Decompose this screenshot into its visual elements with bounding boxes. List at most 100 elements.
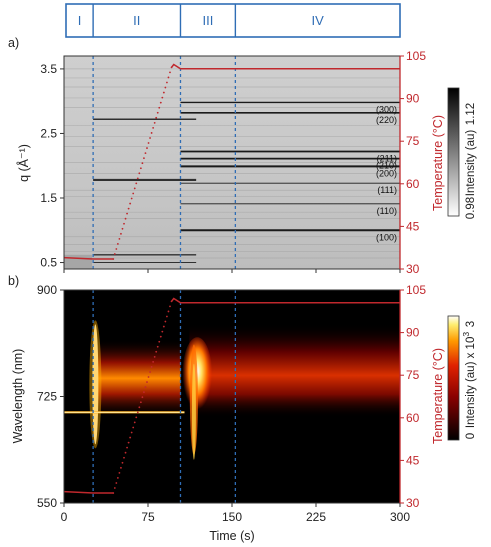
- temperature-dot: [166, 315, 168, 318]
- temperature-dot: [161, 330, 164, 333]
- panel-a-y2-ticks: 30 45 60 75 90 105: [400, 49, 426, 276]
- y-tick-label: 2.5: [40, 126, 57, 140]
- panel-a-peak-label: (220): [376, 115, 397, 125]
- temperature-dot: [118, 471, 121, 474]
- temperature-dot: [115, 248, 118, 250]
- temperature-dot: [130, 431, 133, 434]
- temperature-dot: [116, 477, 119, 479]
- panel-b-colorbar-label: Intensity (au) x 103: [461, 332, 477, 428]
- temperature-dot: [133, 187, 136, 190]
- panel-a-colorbar-label: Intensity (au): [465, 130, 477, 197]
- temperature-dot: [126, 446, 128, 449]
- temperature-dot: [143, 391, 145, 394]
- panel-b-x-label: Time (s): [209, 529, 254, 543]
- y2-tick-label: 60: [406, 177, 420, 191]
- temperature-dot: [127, 207, 130, 210]
- temperature-dot: [135, 182, 138, 185]
- temperature-dot: [164, 86, 167, 89]
- y2-tick-label: 75: [406, 134, 420, 148]
- temperature-dot: [144, 152, 147, 155]
- temperature-dot: [138, 406, 141, 409]
- panel-b-y-ticks: 550 725 900: [37, 283, 64, 510]
- temperature-dot: [155, 116, 158, 119]
- temperature-dot: [162, 325, 165, 328]
- panel-b-temperature-line: [64, 297, 400, 494]
- panel-b-streak-glow: [89, 320, 102, 449]
- temperature-dot: [149, 371, 151, 373]
- y2-tick-label: 30: [406, 262, 420, 276]
- temperature-dot: [167, 76, 170, 79]
- temperature-dot: [113, 253, 116, 255]
- temperature-dot: [161, 96, 164, 99]
- temperature-dot: [153, 355, 156, 358]
- panel-a-temperature-line: [64, 63, 400, 260]
- panel-b-y2-ticks: 30 45 60 75 90 105: [400, 283, 426, 510]
- temperature-dot: [147, 376, 150, 378]
- panel-a-peak-labels: (300)(220) (211)(210)(200) (111) (110) (100): [376, 104, 397, 242]
- temperature-dot: [141, 396, 144, 399]
- temperature-dot: [146, 381, 148, 383]
- x-tick-label: 225: [306, 510, 326, 524]
- temperature-dot: [133, 421, 136, 424]
- y2-tick-label: 30: [406, 496, 420, 510]
- y2-tick-label: 105: [406, 49, 426, 63]
- y-tick-label: 0.5: [40, 256, 57, 270]
- temperature-dot: [170, 66, 173, 69]
- y-tick-label: 1.5: [40, 191, 57, 205]
- temperature-dot: [120, 466, 122, 469]
- temperature-dot: [124, 451, 127, 454]
- panel-a-y-ticks: 0.5 1.5 2.5 3.5: [40, 62, 401, 273]
- panel-b-x-ticks: 0 75 150 225 300: [61, 503, 410, 524]
- temperature-dot: [158, 340, 161, 343]
- temperature-dot: [138, 172, 141, 175]
- temperature-dot: [132, 192, 135, 195]
- region-bar: I II III IV: [65, 3, 401, 38]
- region-label-ii: II: [133, 13, 140, 28]
- panel-b-colorbar-exponent: 3: [461, 332, 471, 337]
- panel-b-colorbar: 3 0 Intensity (au) x 103: [447, 315, 477, 441]
- panel-a-peak-label: (210): [376, 161, 397, 171]
- temperature-dot: [159, 101, 162, 104]
- temperature-dot: [152, 126, 155, 129]
- x-tick-label: 75: [141, 510, 155, 524]
- y-tick-label: 725: [37, 390, 57, 404]
- region-dividers: [92, 4, 237, 37]
- temperature-dot: [156, 345, 159, 348]
- panel-b-blob-core: [191, 363, 196, 460]
- x-tick-label: 150: [222, 510, 242, 524]
- panel-a-colorbar-max: 1.12: [465, 103, 477, 125]
- temperature-dot: [141, 162, 144, 165]
- temperature-dot: [149, 137, 151, 139]
- y-tick-label: 3.5: [40, 62, 57, 76]
- y2-tick-label: 45: [406, 453, 420, 467]
- y2-tick-label: 60: [406, 411, 420, 425]
- region-label-iii: III: [202, 13, 213, 28]
- temperature-dot: [153, 121, 156, 124]
- panel-a-plot: 0.5 1.5 2.5 3.5 30 45 60 75 90 105 (300)(220) (21…: [40, 49, 426, 276]
- temperature-dot: [167, 310, 170, 313]
- temperature-dot: [116, 243, 119, 245]
- temperature-dot: [129, 202, 132, 205]
- temperature-dot: [115, 482, 118, 484]
- temperature-dot: [156, 111, 159, 114]
- temperature-dot: [150, 366, 153, 368]
- region-label-iv: IV: [312, 13, 325, 28]
- temperature-dot: [139, 167, 142, 170]
- temperature-dot: [169, 305, 171, 308]
- panel-b-temperature-dots: [112, 300, 173, 494]
- y2-tick-label: 90: [406, 326, 420, 340]
- temperature-dot: [126, 212, 128, 215]
- panel-b-y2-label: Temperature (°C): [431, 348, 445, 444]
- panel-b-emission-band: [189, 323, 400, 418]
- y-tick-label: 550: [37, 496, 57, 510]
- temperature-dot: [136, 177, 139, 180]
- temperature-dot: [130, 197, 133, 200]
- panel-a-peak-label: (300): [376, 104, 397, 114]
- x-tick-label: 300: [390, 510, 410, 524]
- temperature-dot: [146, 147, 148, 149]
- panel-b-label: b): [8, 274, 19, 288]
- y2-tick-label: 75: [406, 368, 420, 382]
- y-tick-label: 900: [37, 283, 57, 297]
- temperature-dot: [132, 426, 135, 429]
